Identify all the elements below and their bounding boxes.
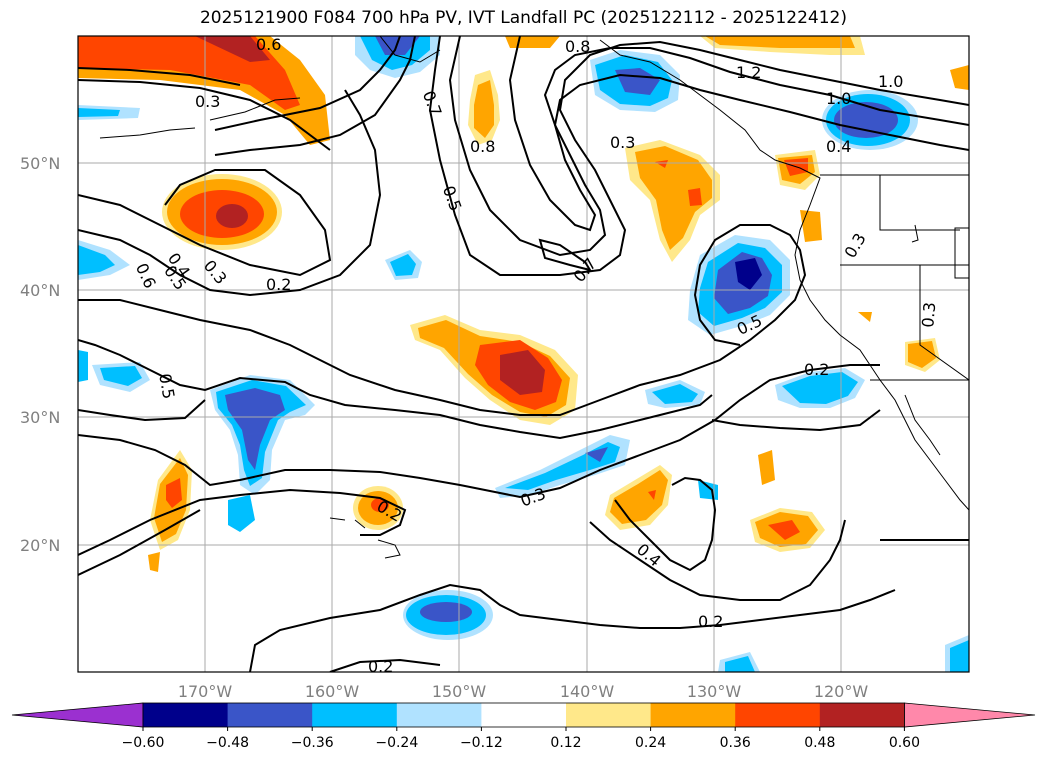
- pv-contours: [78, 36, 969, 672]
- map-gridlines: [78, 36, 969, 672]
- contour-label: 0.8: [470, 137, 495, 156]
- contour-label: 0.3: [610, 133, 635, 152]
- colorbar-outline: [142, 702, 905, 728]
- contour-label: 1.2: [736, 63, 761, 82]
- contour-label: 0.3: [195, 92, 220, 111]
- contour-label: 0.2: [804, 360, 829, 379]
- longitude-labels: 170°W 160°W 150°W 140°W 130°W 120°W: [178, 682, 869, 701]
- colorbar-segment: [735, 703, 821, 727]
- coastlines: [99, 36, 969, 559]
- lon-label: 170°W: [178, 682, 233, 701]
- colorbar: [11, 702, 1036, 728]
- colorbar-tick-label: −0.12: [460, 735, 503, 751]
- contour-label: 0.2: [698, 612, 723, 631]
- colorbar-segment: [312, 703, 398, 727]
- pv-anomaly-fill: [78, 36, 969, 672]
- map-title: 2025121900 F084 700 hPa PV, IVT Landfall…: [199, 8, 847, 28]
- colorbar-tick-label: 0.12: [550, 735, 581, 751]
- contour-label: 0.5: [155, 372, 178, 400]
- contour-label: 0.2: [266, 275, 291, 294]
- contour-label: 0.2: [368, 657, 393, 676]
- colorbar-segment: [227, 703, 313, 727]
- colorbar-tick-label: −0.60: [122, 735, 165, 751]
- colorbar-extend-high: [904, 702, 1036, 728]
- colorbar-tick-label: −0.24: [375, 735, 418, 751]
- contour-label: 0.6: [256, 35, 281, 54]
- colorbar-tick-label: 0.24: [635, 735, 666, 751]
- colorbar-tick-label: 0.48: [804, 735, 835, 751]
- contour-label: 1.0: [826, 89, 851, 108]
- colorbar-segment: [481, 703, 567, 727]
- map-frame: [77, 35, 970, 673]
- colorbar-segment: [566, 703, 652, 727]
- contour-label: 0.4: [826, 137, 851, 156]
- contour-label: 1.0: [878, 72, 903, 91]
- colorbar-tick-label: 0.60: [889, 735, 920, 751]
- lon-label: 150°W: [432, 682, 487, 701]
- colorbar-tick-label: −0.36: [291, 735, 334, 751]
- lat-label: 50°N: [20, 154, 60, 173]
- colorbar-segment: [650, 703, 736, 727]
- colorbar-segment: [143, 703, 229, 727]
- colorbar-ticks: −0.60 −0.48 −0.36 −0.24 −0.12 0.12 0.24 0.36 0.4…: [122, 727, 920, 751]
- contour-label: 0.3: [918, 301, 939, 328]
- lat-label: 30°N: [20, 408, 60, 427]
- colorbar-tick-label: 0.36: [720, 735, 751, 751]
- lat-label: 20°N: [20, 536, 60, 555]
- lon-label: 120°W: [814, 682, 869, 701]
- lon-label: 140°W: [560, 682, 615, 701]
- latitude-labels: 50°N 40°N 30°N 20°N: [20, 154, 60, 555]
- colorbar-segment: [819, 703, 905, 727]
- lat-label: 40°N: [20, 281, 60, 300]
- colorbar-tick-label: −0.48: [206, 735, 249, 751]
- colorbar-segment: [396, 703, 482, 727]
- lon-label: 130°W: [687, 682, 742, 701]
- lon-label: 160°W: [305, 682, 360, 701]
- contour-label: 0.8: [565, 37, 590, 56]
- colorbar-extend-low: [11, 702, 144, 728]
